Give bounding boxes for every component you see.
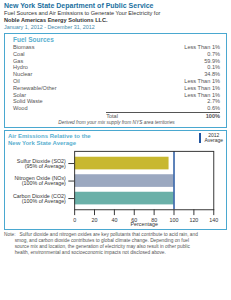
html-text:Less Than 1%: Less Than 1% <box>184 78 220 84</box>
html-text:Coal: Coal <box>13 50 25 57</box>
html-text:January 1, 2012 - December 31,: January 1, 2012 - December 31, 2012 <box>4 24 95 30</box>
html-text:Solar: Solar <box>13 91 27 98</box>
svg-text:Percentage: Percentage <box>131 221 158 227</box>
html-text:Less Than 1%: Less Than 1% <box>184 91 220 98</box>
html-text:Oil: Oil <box>13 78 20 84</box>
svg-text:40: 40 <box>111 217 117 223</box>
html-text:Derived from your mix supply f: Derived from your mix supply from NYS ar… <box>58 119 175 125</box>
html-text:Note: Sulfur dioxide and nitro: Note: Sulfur dioxide and nitrogen oxides… <box>4 232 198 255</box>
html-text:Solid Waste: Solid Waste <box>13 98 43 105</box>
html-text:Nuclear: Nuclear <box>13 71 33 78</box>
svg-text:60: 60 <box>131 217 138 224</box>
html-text:34.8%: 34.8% <box>204 71 220 78</box>
html-text:100%: 100% <box>205 113 220 119</box>
html-text:Hydro: Hydro <box>13 64 28 71</box>
svg-text:20: 20 <box>92 217 98 223</box>
html-text:Noble Americas Energy Solution: Noble Americas Energy Solutions LLC. <box>4 17 108 23</box>
html-text:Fuel Sources: Fuel Sources <box>13 36 54 43</box>
svg-text:Carbon Dioxide (CO2)(100% of A: Carbon Dioxide (CO2)(100% of Average) <box>13 192 66 203</box>
html-text:Wood: Wood <box>13 105 28 112</box>
svg-text:0: 0 <box>73 217 76 223</box>
html-text:Biomass: Biomass <box>13 44 35 50</box>
html-text:0.6%: 0.6% <box>207 105 220 112</box>
html-text:2012 Average: 2012 Average <box>204 131 223 144</box>
html-text:0.7%: 0.7% <box>207 50 220 57</box>
html-text:2.7%: 2.7% <box>207 98 220 105</box>
html-text:Fuel Sources and Air Emissions: Fuel Sources and Air Emissions to Genera… <box>4 10 161 16</box>
html-text:0.1%: 0.1% <box>207 64 220 71</box>
svg-text:100: 100 <box>170 217 179 223</box>
svg-text:Sulfur Dioxide (SO2)(95% of Av: Sulfur Dioxide (SO2)(95% of Average) <box>17 157 66 168</box>
html-text:Gas: Gas <box>13 57 24 64</box>
svg-text:120: 120 <box>189 217 198 223</box>
html-text:Less Than 1%: Less Than 1% <box>184 84 220 91</box>
html-text:Renewable/Other: Renewable/Other <box>13 84 57 91</box>
html-text:Air Emissions Relative to the: Air Emissions Relative to the New York S… <box>8 132 91 146</box>
html-text:New York State Department of P: New York State Department of Public Serv… <box>4 2 154 9</box>
svg-text:Nitrogen Oxide (NOx)(100% of A: Nitrogen Oxide (NOx)(100% of Average) <box>15 175 67 186</box>
html-text:59.9%: 59.9% <box>204 57 220 64</box>
html-text:Total: Total <box>106 113 118 119</box>
svg-text:140: 140 <box>209 217 218 223</box>
html-text:Less Than 1%: Less Than 1% <box>184 44 220 50</box>
svg-text:80: 80 <box>151 217 158 224</box>
